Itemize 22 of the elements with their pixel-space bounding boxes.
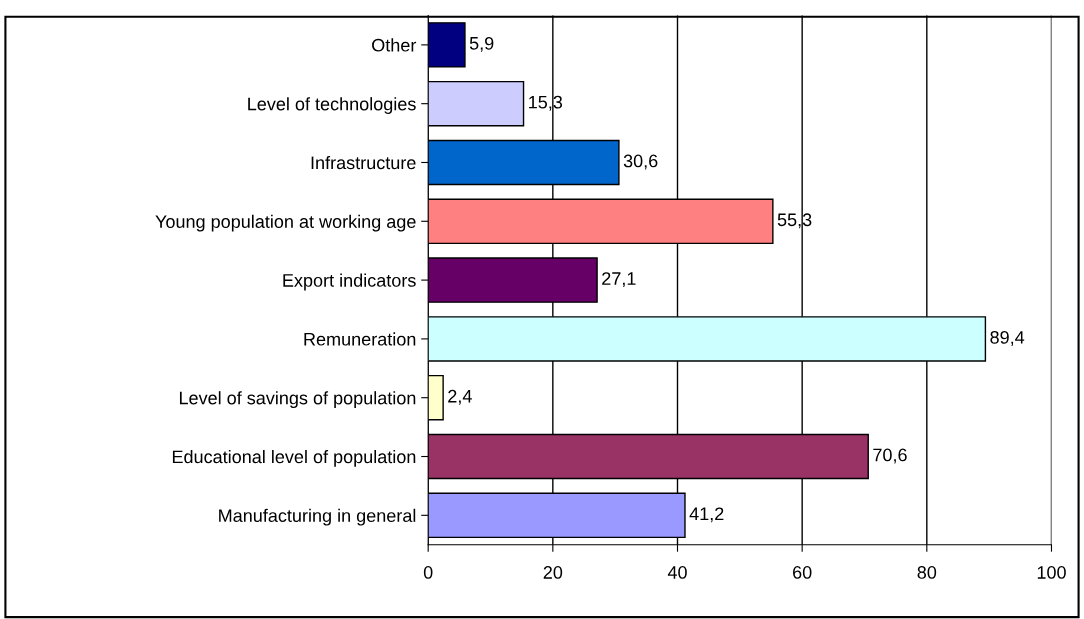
x-tick-label: 20 [543, 566, 563, 579]
y-tick-label: Other [372, 38, 417, 52]
data-label: 89,4 [990, 330, 1025, 346]
data-label: 5,9 [469, 36, 494, 52]
x-tick-label: 80 [917, 566, 937, 579]
y-tick-label: Remuneration [304, 332, 416, 346]
data-label: 2,4 [448, 389, 472, 405]
data-label: 30,6 [623, 154, 658, 170]
x-tick-label: 0 [423, 566, 433, 579]
data-label: 27,1 [602, 272, 636, 288]
y-tick-label: Level of savings of population [179, 391, 416, 408]
y-tick-label: Young population at working age [155, 214, 416, 232]
x-tick-label: 40 [667, 566, 687, 579]
y-tick-label: Manufacturing in general [219, 508, 416, 526]
y-tick-label: Infrastructure [311, 155, 416, 170]
data-label: 41,2 [689, 507, 724, 523]
y-tick-label: Level of technologies [248, 97, 416, 114]
data-label: 70,6 [873, 448, 907, 464]
x-tick-label: 60 [793, 566, 812, 579]
x-tick-label: 100 [1037, 566, 1066, 579]
y-tick-label: Export indicators [283, 273, 416, 291]
y-tick-label: Educational level of population [172, 449, 416, 467]
